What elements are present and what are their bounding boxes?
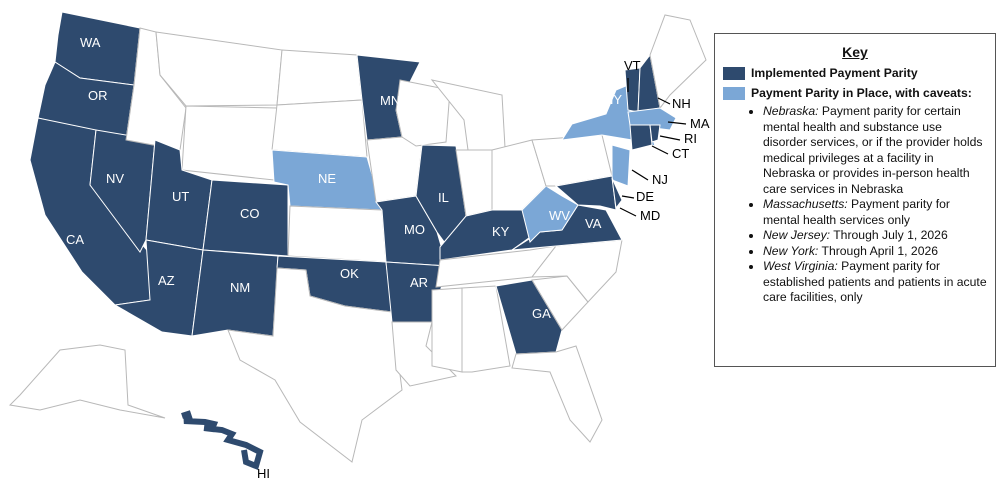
caveat-text: Through July 1, 2026 — [830, 228, 948, 242]
caveat-state: Nebraska: — [763, 104, 819, 118]
state-ri — [649, 124, 661, 143]
state-label-hi: HI — [257, 466, 270, 481]
state-mt — [155, 31, 283, 107]
state-label-ne: NE — [318, 171, 336, 186]
state-de — [611, 177, 623, 210]
state-label-ct: CT — [672, 146, 689, 161]
caveat-item: Massachusetts: Payment parity for mental… — [763, 197, 987, 228]
state-label-il: IL — [438, 190, 449, 205]
arrow-md — [619, 207, 637, 217]
state-label-co: CO — [240, 206, 260, 221]
arrow-de — [621, 195, 635, 199]
state-label-ri: RI — [684, 131, 697, 146]
state-nj — [611, 144, 631, 187]
state-label-az: AZ — [158, 273, 175, 288]
state-ms — [431, 287, 463, 373]
state-vt — [624, 67, 641, 113]
caveats-label: Payment Parity in Place, with caveats: — [751, 86, 972, 100]
us-map: WA OR CA NV UT AZ CO NM MN MO AR OK IL KY VA GA NE NY WV VT… — [8, 11, 710, 481]
legend-implemented: Implemented Payment Parity — [723, 66, 995, 80]
state-label-ma: MA — [690, 116, 710, 131]
state-label-mo: MO — [404, 222, 425, 237]
arrow-nh — [657, 97, 671, 105]
arrow-nj — [631, 169, 649, 181]
state-label-nh: NH — [672, 96, 691, 111]
state-wv — [521, 185, 579, 243]
caveat-state: New York: — [763, 243, 819, 258]
state-ia — [366, 136, 423, 203]
state-nd — [276, 49, 363, 106]
state-me — [649, 14, 707, 110]
state-hi — [181, 410, 264, 471]
caveat-text: Payment parity for established patients … — [763, 259, 987, 304]
state-ak — [8, 344, 166, 419]
caveat-item: Nebraska: Payment parity for certain men… — [763, 104, 987, 197]
state-label-wv: WV — [549, 208, 570, 223]
caveats-swatch — [723, 86, 745, 100]
state-label-ga: GA — [532, 306, 551, 321]
arrow-ct — [651, 145, 669, 155]
legend-caveats: Payment Parity in Place, with caveats: — [723, 86, 995, 100]
state-label-vt: VT — [624, 58, 641, 73]
caveat-text: Payment parity for mental health service… — [763, 197, 950, 227]
caveat-state: Massachusetts: — [763, 197, 848, 211]
implemented-swatch — [723, 66, 745, 80]
state-sd — [271, 99, 368, 158]
state-label-ny: NY — [604, 92, 622, 107]
caveats-list: Nebraska: Payment parity for certain men… — [751, 104, 995, 306]
arrow-ri — [659, 135, 681, 141]
state-label-ut: UT — [172, 189, 189, 204]
state-label-ky: KY — [492, 224, 510, 239]
caveat-text: Through April 1, 2026 — [818, 243, 939, 258]
state-label-ar: AR — [410, 275, 428, 290]
state-label-nj: NJ — [652, 172, 668, 187]
implemented-label: Implemented Payment Parity — [751, 66, 918, 80]
state-label-nv: NV — [106, 171, 124, 186]
state-label-de: DE — [636, 189, 654, 204]
state-id — [125, 27, 187, 151]
caveat-state: West Virginia: — [763, 259, 838, 273]
state-ct — [629, 124, 653, 151]
map-key: Key Implemented Payment Parity Payment P… — [714, 33, 996, 367]
state-label-nm: NM — [230, 280, 250, 295]
state-tx — [227, 267, 403, 463]
state-label-ok: OK — [340, 266, 359, 281]
caveat-item: New York: Through April 1, 2026 — [763, 244, 987, 260]
state-label-mn: MN — [380, 93, 400, 108]
state-ga — [495, 279, 563, 355]
state-label-md: MD — [640, 208, 660, 223]
state-wy — [181, 105, 278, 181]
state-label-va: VA — [585, 216, 602, 231]
state-label-ca: CA — [66, 232, 84, 247]
state-ks — [287, 205, 387, 263]
caveat-item: West Virginia: Payment parity for establ… — [763, 259, 987, 306]
caveat-text: Payment parity for certain mental health… — [763, 104, 983, 196]
state-al — [461, 285, 511, 373]
state-md — [554, 175, 617, 211]
caveat-state: New Jersey: — [763, 228, 831, 242]
caveat-item: New Jersey: Through July 1, 2026 — [763, 228, 987, 244]
state-fl — [511, 345, 603, 443]
arrow-ma — [667, 121, 687, 125]
state-label-wa: WA — [80, 35, 101, 50]
state-label-or: OR — [88, 88, 108, 103]
key-title: Key — [842, 44, 868, 60]
